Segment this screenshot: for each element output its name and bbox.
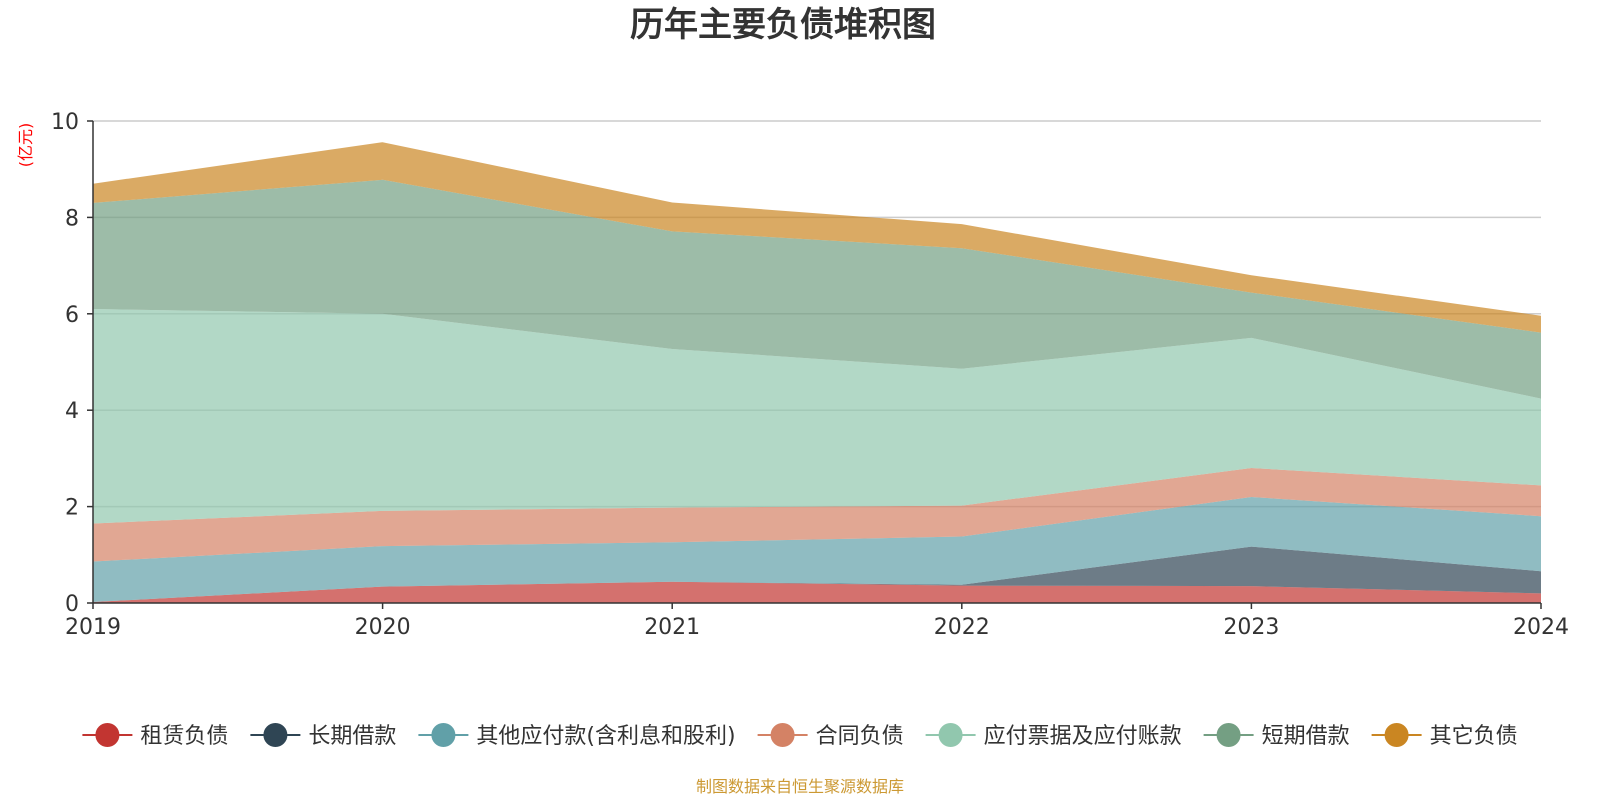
area-series-0[interactable] bbox=[93, 581, 1541, 603]
legend-label: 长期借款 bbox=[308, 724, 396, 749]
area-series-4[interactable] bbox=[93, 309, 1541, 524]
legend-label: 其他应付款(含利息和股利) bbox=[476, 724, 735, 749]
area-series-5[interactable] bbox=[93, 179, 1541, 399]
legend-label: 合同负债 bbox=[816, 724, 904, 749]
legend-label: 其它负债 bbox=[1430, 724, 1518, 749]
axes: 0 2 4 6 8 10 2019 2020 2021 2022 2023 2024 bbox=[51, 110, 1569, 640]
legend-label: 应付票据及应付账款 bbox=[984, 724, 1182, 749]
x-tick-label: 2021 bbox=[644, 615, 700, 640]
y-tick-label: 6 bbox=[65, 303, 79, 328]
legend-marker bbox=[1216, 723, 1241, 747]
x-tick-label: 2024 bbox=[1513, 615, 1569, 640]
legend-label: 租赁负债 bbox=[140, 724, 228, 749]
area-series-6[interactable] bbox=[93, 142, 1541, 333]
x-tick-label: 2023 bbox=[1223, 615, 1279, 640]
y-tick-label: 8 bbox=[65, 206, 79, 231]
legend-item[interactable]: 租赁负债 bbox=[82, 723, 228, 749]
y-tick-label: 2 bbox=[65, 496, 79, 521]
area-series-2[interactable] bbox=[93, 497, 1541, 602]
legend-item[interactable]: 应付票据及应付账款 bbox=[925, 723, 1182, 749]
legend-item[interactable]: 长期借款 bbox=[250, 723, 396, 749]
area-series-3[interactable] bbox=[93, 468, 1541, 562]
legend-marker bbox=[1384, 723, 1409, 747]
legend-item[interactable]: 合同负债 bbox=[757, 723, 904, 749]
legend-marker bbox=[938, 723, 963, 747]
legend-marker bbox=[95, 723, 120, 747]
legend-item[interactable]: 其他应付款(含利息和股利) bbox=[418, 723, 736, 749]
legend[interactable]: 租赁负债 长期借款 其他应付款(含利息和股利) 合同负债 应付票据及应付账款 短期借款 其它… bbox=[82, 723, 1518, 749]
legend-marker bbox=[263, 723, 288, 747]
x-tick-label: 2022 bbox=[934, 615, 990, 640]
legend-marker bbox=[431, 723, 456, 747]
legend-item[interactable]: 其它负债 bbox=[1371, 723, 1518, 749]
y-tick-label: 0 bbox=[65, 592, 79, 617]
stacked-areas bbox=[93, 142, 1541, 603]
legend-item[interactable]: 短期借款 bbox=[1203, 723, 1350, 749]
x-tick-label: 2020 bbox=[355, 615, 411, 640]
x-tick-label: 2019 bbox=[65, 615, 121, 640]
area-series-1[interactable] bbox=[93, 546, 1541, 602]
legend-marker bbox=[770, 723, 795, 747]
data-source-note: 制图数据来自恒生聚源数据库 bbox=[696, 777, 904, 796]
legend-label: 短期借款 bbox=[1262, 724, 1350, 749]
y-tick-label: 10 bbox=[51, 110, 79, 135]
y-unit-label: (亿元) bbox=[16, 123, 35, 168]
chart-title: 历年主要负债堆积图 bbox=[630, 5, 936, 45]
y-tick-label: 4 bbox=[65, 399, 79, 424]
